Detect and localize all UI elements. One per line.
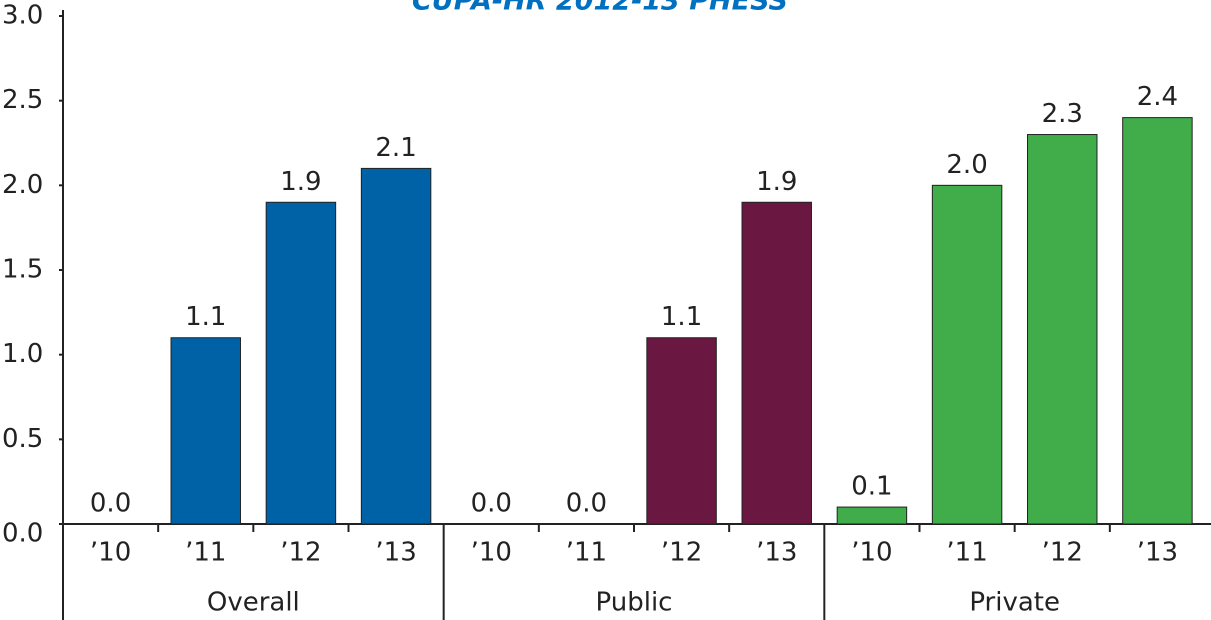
x-tick-label: ’10 — [471, 538, 512, 568]
bar — [741, 201, 812, 525]
x-tick-label: ’11 — [566, 538, 607, 568]
group-label: Public — [596, 588, 673, 618]
y-tick-label: 0.5 — [2, 424, 43, 454]
bar — [170, 337, 241, 525]
value-label: 2.4 — [1137, 82, 1178, 112]
value-label: 1.1 — [185, 302, 226, 332]
y-tick-label: 1.0 — [2, 339, 43, 369]
value-label: 0.0 — [471, 489, 512, 519]
x-tick-label: ’13 — [756, 538, 797, 568]
value-label: 1.9 — [756, 167, 797, 197]
bar — [1027, 134, 1098, 525]
x-tick-label: ’13 — [1137, 538, 1178, 568]
y-tick-label: 2.5 — [2, 85, 43, 115]
value-label: 0.0 — [90, 489, 131, 519]
chart-title: CUPA-HR 2012-13 PHESS — [412, 0, 788, 17]
x-tick-label: ’12 — [1042, 538, 1083, 568]
y-tick-label: 0.0 — [2, 519, 43, 549]
bar — [931, 184, 1003, 525]
value-label: 2.3 — [1042, 99, 1083, 129]
y-tick-label: 1.5 — [2, 255, 43, 285]
x-tick-label: ’10 — [90, 538, 131, 568]
bar — [836, 506, 908, 525]
value-label: 0.0 — [566, 489, 607, 519]
y-tick-label: 3.0 — [2, 1, 43, 31]
x-tick-label: ’12 — [280, 538, 321, 568]
value-label: 2.0 — [946, 150, 987, 180]
bar — [1122, 117, 1193, 525]
x-tick-label: ’10 — [851, 538, 892, 568]
x-tick-label: ’13 — [375, 538, 416, 568]
x-tick-label: ’11 — [946, 538, 987, 568]
bar — [646, 337, 717, 525]
bar — [265, 201, 337, 525]
x-tick-label: ’11 — [185, 538, 226, 568]
value-label: 2.1 — [375, 133, 416, 163]
x-tick-label: ’12 — [661, 538, 702, 568]
value-label: 1.9 — [280, 167, 321, 197]
value-label: 0.1 — [851, 472, 892, 502]
y-tick-label: 2.0 — [2, 170, 43, 200]
group-label: Private — [969, 588, 1060, 618]
group-label: Overall — [207, 588, 300, 618]
bar — [360, 167, 432, 525]
value-label: 1.1 — [661, 302, 702, 332]
